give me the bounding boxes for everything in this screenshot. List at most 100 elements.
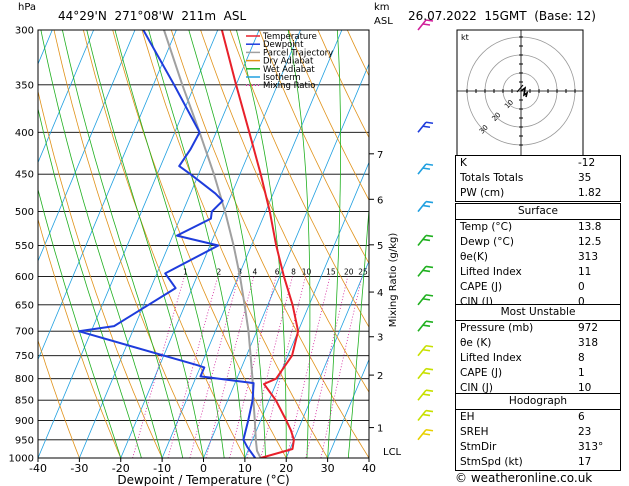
wind-barb: [417, 389, 427, 401]
wind-barb-flag: [422, 167, 431, 170]
most-unstable-table: Most Unstable Pressure (mb) 972 θe (K) 318 L…: [455, 304, 621, 397]
top-row: K -12: [456, 156, 620, 171]
isotherm: [38, 30, 177, 361]
wind-barb: [417, 265, 427, 277]
surface-value: 11: [578, 266, 592, 278]
km-tick-label: 1: [377, 424, 383, 435]
isotherm: [38, 30, 219, 458]
wet-adiabat: [38, 187, 122, 458]
pressure-tick-label: 500: [15, 207, 34, 218]
dry-adiabat: [38, 217, 122, 458]
most-unstable-value: 10: [578, 382, 592, 394]
top-row: Totals Totals 35: [456, 171, 620, 186]
most-unstable-label: CAPE (J): [460, 367, 503, 379]
wind-barb-flag: [422, 125, 431, 129]
header-hpa: hPa: [18, 2, 37, 13]
surface-label: CAPE (J): [460, 281, 503, 293]
wet-adiabat: [327, 30, 342, 458]
wind-barb-flag: [425, 428, 434, 432]
most-unstable-row: CIN (J) 10: [456, 381, 620, 396]
wind-barb-flag: [422, 204, 431, 208]
hodograph-storm-motion: [516, 84, 524, 93]
surface-row: Dewp (°C) 12.5: [456, 235, 620, 250]
legend-label: Parcel Trajectory: [263, 48, 333, 58]
profiles: 1 2 3 4 6 8 10 15 20 25: [77, 30, 368, 458]
pressure-tick-label: 1000: [9, 454, 34, 465]
pressure-tick-label: 800: [15, 374, 34, 385]
surface-label: Lifted Index: [460, 266, 522, 278]
surface-row: Temp (°C) 13.8: [456, 219, 620, 235]
hodograph-row: SREH 23: [456, 425, 620, 440]
wind-barb-flag: [422, 393, 431, 397]
wind-barb-flag: [422, 348, 431, 352]
hodograph-table-title: Hodograph: [508, 395, 568, 407]
wind-barb: [417, 294, 427, 306]
isotherm: [161, 30, 343, 458]
pressure-tick-label: 950: [15, 435, 34, 446]
mixing-ratio-label: 2: [216, 267, 221, 276]
wind-barb-flag: [425, 163, 434, 166]
x-tick-label: 10: [238, 462, 252, 475]
surface-value: 0: [578, 281, 585, 293]
dry-adiabat: [38, 89, 163, 458]
dry-adiabat: [258, 30, 369, 265]
wind-barb: [417, 163, 427, 175]
km-tick-label: 2: [377, 371, 383, 382]
surface-value: 12.5: [578, 236, 602, 248]
mixing-ratio-line: [286, 276, 331, 458]
wet-adiabat: [86, 30, 204, 458]
wind-barb: [417, 345, 427, 357]
km-tick-label: 4: [377, 288, 383, 299]
km-tick-label: 6: [377, 195, 383, 206]
most-unstable-label: Pressure (mb): [460, 322, 534, 334]
background-lines: [38, 30, 369, 458]
x-tick-label: 0: [200, 462, 207, 475]
isotherm: [38, 30, 95, 164]
x-tick-label: -20: [112, 462, 130, 475]
axes: 3003504004505005506006507007508008509009…: [9, 26, 402, 486]
header-location: 44°29'N 271°08'W 211m ASL: [58, 9, 247, 23]
mixing-ratio-line: [246, 276, 293, 458]
wind-barb: [417, 429, 427, 441]
surface-row: Lifted Index 11: [456, 265, 620, 280]
top-row: PW (cm) 1.82: [456, 186, 620, 201]
top-label: K: [460, 157, 467, 169]
surface-row: CAPE (J) 0: [456, 280, 620, 295]
most-unstable-row: CAPE (J) 1: [456, 366, 620, 381]
surface-title: Surface: [517, 205, 558, 217]
lcl-label: LCL: [383, 447, 402, 458]
wet-adiabat: [347, 203, 369, 458]
dry-adiabat: [200, 30, 369, 393]
most-unstable-label: CIN (J): [460, 382, 493, 394]
wind-barb-flag: [425, 367, 434, 371]
dry-adiabat: [141, 30, 328, 458]
dewpoint-line: [77, 30, 257, 458]
wind-barb: [417, 201, 427, 213]
wind-barbs: [417, 19, 434, 441]
wind-barb: [417, 234, 427, 246]
plot-frame: [37, 29, 370, 459]
pressure-tick-label: 750: [15, 351, 34, 362]
isotherm: [79, 30, 260, 458]
wind-barb: [417, 410, 427, 422]
hodograph-value: 313°: [578, 441, 604, 453]
surface-value: 0: [578, 296, 585, 308]
km-tick-label: 5: [377, 241, 383, 252]
isotherm: [244, 161, 369, 458]
wind-barb-flag: [425, 344, 434, 348]
mixing-ratio-label: 15: [326, 267, 336, 276]
wind-barb-flag: [422, 432, 431, 436]
isotherm: [327, 358, 369, 458]
wet-adiabat: [40, 30, 163, 458]
x-tick-label: 40: [362, 462, 376, 475]
mixing-ratio-line: [260, 276, 306, 458]
wet-adiabat: [188, 30, 266, 458]
top-value: 1.82: [578, 187, 602, 199]
mixing-ratio-label: 4: [252, 267, 257, 276]
surface-value: 313: [578, 251, 599, 263]
pressure-tick-label: 550: [15, 241, 34, 252]
surface-value: 13.8: [578, 221, 602, 233]
legend-label: Dewpoint: [263, 40, 304, 50]
hodograph-row: StmSpd (kt) 17: [456, 455, 620, 470]
